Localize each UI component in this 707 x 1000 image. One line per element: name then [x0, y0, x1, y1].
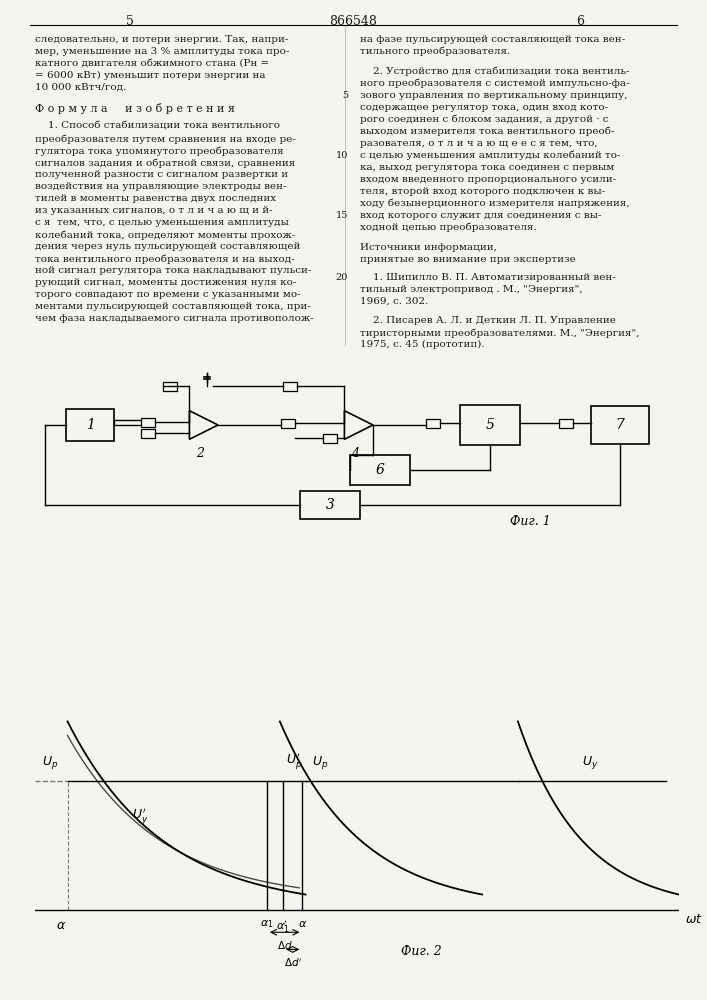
Text: ного преобразователя с системой импульсно-фа-: ного преобразователя с системой импульсн…	[360, 79, 629, 89]
Text: катного двигателя обжимного стана (Рн =: катного двигателя обжимного стана (Рн =	[35, 59, 269, 68]
Text: 20: 20	[336, 273, 348, 282]
Text: чем фаза накладываемого сигнала противополож-: чем фаза накладываемого сигнала противоп…	[35, 314, 314, 323]
Text: 6: 6	[576, 15, 584, 28]
Text: 15: 15	[336, 211, 348, 220]
Bar	[283, 381, 297, 390]
Text: $\omega t$: $\omega t$	[685, 913, 703, 926]
Text: Источники информации,: Источники информации,	[360, 243, 497, 252]
Bar	[559, 418, 573, 428]
Text: полученной разности с сигналом развертки и: полученной разности с сигналом развертки…	[35, 170, 288, 179]
Text: тильный электропривод . М., "Энергия",: тильный электропривод . М., "Энергия",	[360, 285, 583, 294]
Bar	[460, 405, 520, 445]
Text: зового управления по вертикальному принципу,: зового управления по вертикальному принц…	[360, 91, 628, 100]
Text: тока вентильного преобразователя и на выход-: тока вентильного преобразователя и на вы…	[35, 254, 295, 263]
Text: входом введенного пропорционального усили-: входом введенного пропорционального усил…	[360, 175, 616, 184]
Text: следовательно, и потери энергии. Так, напри-: следовательно, и потери энергии. Так, на…	[35, 35, 288, 44]
Bar	[591, 406, 649, 444]
Bar	[350, 455, 410, 485]
Text: $\alpha$: $\alpha$	[298, 919, 307, 929]
Text: 4: 4	[351, 447, 359, 460]
Text: $\Delta d$: $\Delta d$	[277, 939, 293, 951]
Text: 5: 5	[486, 418, 494, 432]
Text: $U_y'$: $U_y'$	[132, 806, 148, 826]
Text: на фазе пульсирующей составляющей тока вен-: на фазе пульсирующей составляющей тока в…	[360, 35, 625, 44]
Text: 1969, с. 302.: 1969, с. 302.	[360, 297, 428, 306]
Text: 2. Писарев А. Л. и Деткин Л. П. Управление: 2. Писарев А. Л. и Деткин Л. П. Управлен…	[360, 316, 616, 325]
Text: разователя, о т л и ч а ю щ е е с я тем, что,: разователя, о т л и ч а ю щ е е с я тем,…	[360, 139, 597, 148]
Text: $\alpha_1$: $\alpha_1$	[260, 919, 274, 930]
Text: 10: 10	[336, 151, 348, 160]
Text: 3: 3	[325, 498, 334, 512]
Text: рующий сигнал, моменты достижения нуля ко-: рующий сигнал, моменты достижения нуля к…	[35, 278, 296, 287]
Text: мер, уменьшение на 3 % амплитуды тока про-: мер, уменьшение на 3 % амплитуды тока пр…	[35, 47, 289, 56]
Text: 1975, с. 45 (прототип).: 1975, с. 45 (прототип).	[360, 340, 484, 349]
Bar	[426, 418, 440, 428]
Text: 6: 6	[375, 463, 385, 477]
Text: вход которого служит для соединения с вы-: вход которого служит для соединения с вы…	[360, 211, 602, 220]
Text: ментами пульсирующей составляющей тока, при-: ментами пульсирующей составляющей тока, …	[35, 302, 311, 311]
Text: $U_p'$: $U_p'$	[286, 751, 303, 771]
Text: теля, второй вход которого подключен к вы-: теля, второй вход которого подключен к в…	[360, 187, 605, 196]
Text: $\alpha$: $\alpha$	[56, 919, 66, 932]
Text: тильного преобразователя.: тильного преобразователя.	[360, 47, 510, 56]
Text: Ф о р м у л а     и з о б р е т е н и я: Ф о р м у л а и з о б р е т е н и я	[35, 103, 235, 114]
Text: торого совпадают по времени с указанными мо-: торого совпадают по времени с указанными…	[35, 290, 300, 299]
Text: 10 000 кВтч/год.: 10 000 кВтч/год.	[35, 83, 127, 92]
Text: сигналов задания и обратной связи, сравнения: сигналов задания и обратной связи, сравн…	[35, 158, 296, 167]
Text: преобразователя путем сравнения на входе ре-: преобразователя путем сравнения на входе…	[35, 134, 296, 143]
Text: тилей в моменты равенства двух последних: тилей в моменты равенства двух последних	[35, 194, 276, 203]
Text: содержащее регулятор тока, один вход кото-: содержащее регулятор тока, один вход кот…	[360, 103, 608, 112]
Text: ходу безынерционного измерителя напряжения,: ходу безынерционного измерителя напряжен…	[360, 199, 630, 209]
Bar	[323, 434, 337, 442]
Text: 5: 5	[342, 91, 348, 100]
Text: Фиг. 1: Фиг. 1	[510, 515, 550, 528]
Text: = 6000 кВт) уменьшит потери энергии на: = 6000 кВт) уменьшит потери энергии на	[35, 71, 266, 80]
Bar	[163, 381, 177, 390]
Bar	[66, 409, 114, 441]
Text: с целью уменьшения амплитуды колебаний то-: с целью уменьшения амплитуды колебаний т…	[360, 151, 621, 160]
Text: $U_p$: $U_p$	[42, 754, 58, 771]
Text: 866548: 866548	[329, 15, 377, 28]
Text: тиристорными преобразователями. М., "Энергия",: тиристорными преобразователями. М., "Эне…	[360, 328, 640, 338]
Text: Фиг. 2: Фиг. 2	[401, 945, 442, 958]
Text: с я  тем, что, с целью уменьшения амплитуды: с я тем, что, с целью уменьшения амплиту…	[35, 218, 289, 227]
Text: $U_p$: $U_p$	[312, 754, 328, 771]
Bar	[141, 428, 155, 438]
Text: $\alpha_1'$: $\alpha_1'$	[276, 919, 290, 935]
Text: колебаний тока, определяют моменты прохож-: колебаний тока, определяют моменты прохо…	[35, 230, 296, 239]
Text: 2. Устройство для стабилизации тока вентиль-: 2. Устройство для стабилизации тока вент…	[360, 67, 629, 77]
Text: 7: 7	[616, 418, 624, 432]
Text: ка, выход регулятора тока соединен с первым: ка, выход регулятора тока соединен с пер…	[360, 163, 614, 172]
Bar	[141, 418, 155, 426]
Text: ходной цепью преобразователя.: ходной цепью преобразователя.	[360, 223, 537, 232]
Text: $U_y$: $U_y$	[583, 754, 599, 771]
Bar	[300, 491, 360, 519]
Text: рого соединен с блоком задания, а другой · с: рого соединен с блоком задания, а другой…	[360, 115, 609, 124]
Text: принятые во внимание при экспертизе: принятые во внимание при экспертизе	[360, 255, 575, 264]
Text: 5: 5	[126, 15, 134, 28]
Text: из указанных сигналов, о т л и ч а ю щ и й-: из указанных сигналов, о т л и ч а ю щ и…	[35, 206, 273, 215]
Text: $\Delta d'$: $\Delta d'$	[284, 956, 302, 969]
Text: ной сигнал регулятора тока накладывают пульси-: ной сигнал регулятора тока накладывают п…	[35, 266, 311, 275]
Text: выходом измерителя тока вентильного преоб-: выходом измерителя тока вентильного прео…	[360, 127, 614, 136]
Text: дения через нуль пульсирующей составляющей: дения через нуль пульсирующей составляющ…	[35, 242, 300, 251]
Text: гулятора тока упомянутого преобразователя: гулятора тока упомянутого преобразовател…	[35, 146, 284, 155]
Bar	[281, 418, 295, 428]
Text: 2: 2	[196, 447, 204, 460]
Text: 1: 1	[86, 418, 95, 432]
Text: 1. Способ стабилизации тока вентильного: 1. Способ стабилизации тока вентильного	[35, 122, 280, 131]
Text: 1. Шипилло В. П. Автоматизированный вен-: 1. Шипилло В. П. Автоматизированный вен-	[360, 273, 616, 282]
Text: воздействия на управляющие электроды вен-: воздействия на управляющие электроды вен…	[35, 182, 286, 191]
